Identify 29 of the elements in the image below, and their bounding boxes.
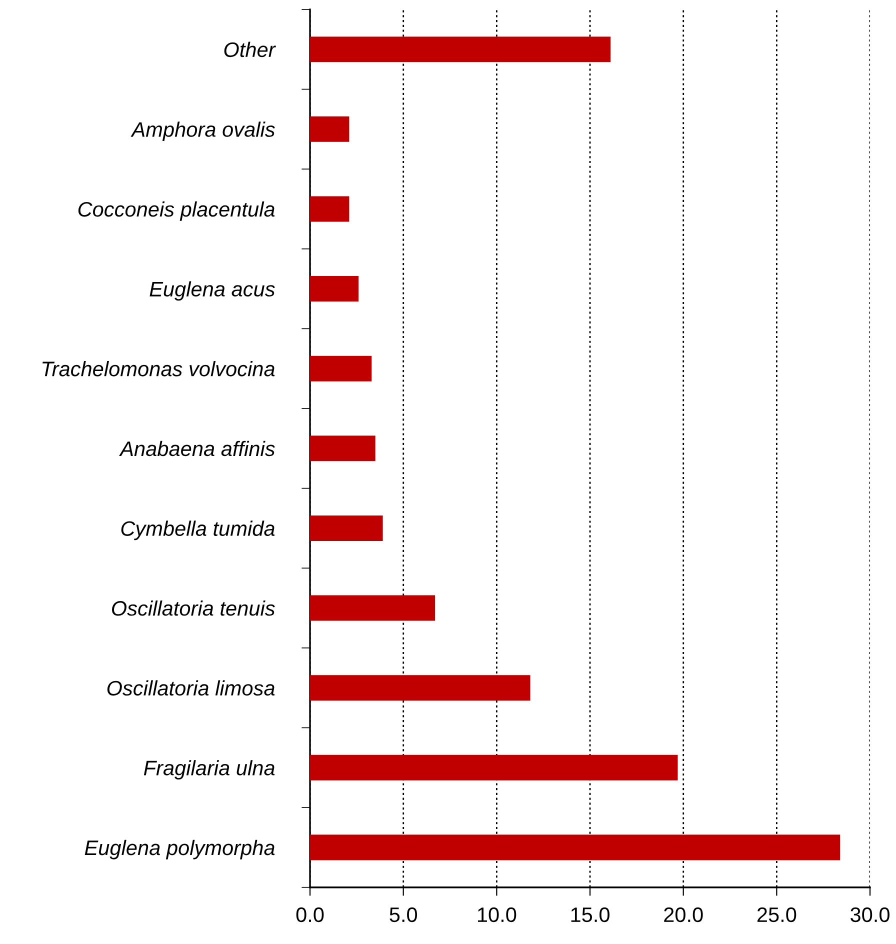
bar: [310, 834, 840, 860]
bar: [310, 116, 350, 142]
x-tick-label: 0.0: [296, 907, 324, 922]
bar: [310, 675, 530, 701]
bar: [310, 196, 350, 222]
bar: [310, 754, 678, 780]
y-tick-label: Amphora ovalis: [130, 122, 275, 142]
y-tick-label: Other: [224, 42, 276, 58]
x-tick-label: 25.0: [757, 907, 796, 922]
bar: [310, 36, 611, 62]
y-tick-label: Anabaena affinis: [119, 440, 275, 456]
bar: [310, 436, 376, 462]
y-tick-label: Fragilaria ulna: [144, 760, 275, 780]
x-tick-label: 15.0: [571, 907, 610, 922]
x-tick-label: 5.0: [390, 907, 418, 922]
y-tick-label: Cocconeis placentula: [78, 201, 275, 221]
x-tick-label: 10.0: [478, 907, 516, 922]
bar: [310, 595, 436, 621]
x-tick-label: 30.0: [850, 907, 890, 922]
y-tick-label: Oscillatoria tenuis: [112, 600, 275, 616]
bar: [310, 515, 383, 541]
bar: [310, 356, 372, 382]
y-tick-label: Cymbella tumida: [121, 520, 275, 540]
y-tick-label: Trachelomonas volvocina: [42, 361, 275, 376]
y-tick-label: Euglena acus: [150, 281, 275, 301]
bar: [310, 276, 359, 302]
x-tick-label: 20.0: [664, 907, 703, 922]
y-tick-label: Oscillatoria limosa: [107, 680, 275, 696]
y-tick-label: Euglena polymorpha: [84, 840, 275, 860]
